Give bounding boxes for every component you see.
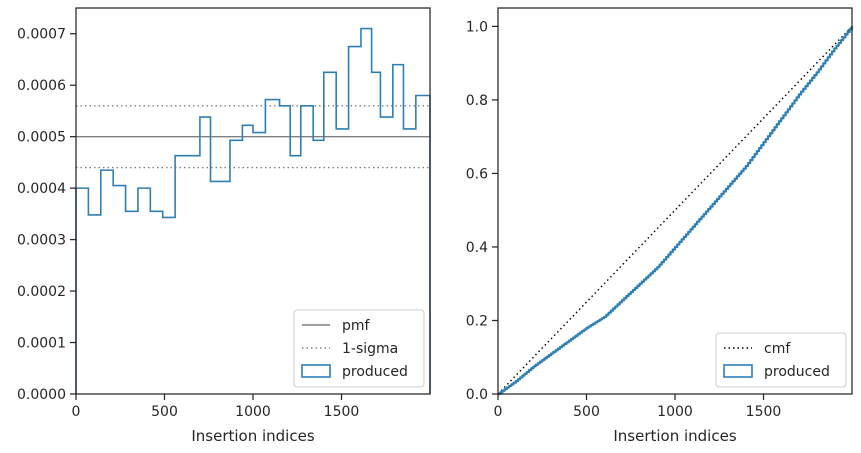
pmf-histogram-chart: 0 500 1000 1500 0.00000.00010.00020.00030.0… bbox=[17, 7, 431, 445]
x-tick-label: 500 bbox=[573, 404, 600, 420]
x-tick-label: 0 bbox=[494, 404, 503, 420]
produced-histogram-outline bbox=[75, 27, 431, 394]
y-tick-label: 0.0006 bbox=[17, 78, 66, 94]
cmf-chart: 0 500 1000 1500 0.0 0.2 0.4 0.6 0.8 1.0 Insertio… bbox=[466, 7, 854, 445]
y-tick-label: 0.0007 bbox=[17, 27, 66, 43]
y-tick-label: 0.8 bbox=[466, 93, 488, 109]
legend-pmf-label: pmf bbox=[342, 318, 371, 334]
produced-cumulative-line bbox=[498, 26, 854, 396]
x-tick-label: 500 bbox=[151, 404, 178, 420]
legend-produced-patch bbox=[301, 364, 331, 378]
pmf-histogram-y-ticks: 0.0000 0.0001 0.0002 0.0003 0.0004 0.0005 0.00… bbox=[17, 27, 76, 403]
cmf-legend: cmf produced bbox=[715, 332, 847, 388]
pmf-histogram-x-ticks: 0 500 1000 1500 bbox=[72, 394, 360, 420]
y-tick-label: 0.0003 bbox=[17, 233, 66, 249]
y-tick-label: 0.0002 bbox=[17, 284, 66, 300]
cmf-legend-box bbox=[715, 332, 847, 388]
legend-produced-label: produced bbox=[342, 364, 408, 380]
legend-1-sigma-label: 1-sigma bbox=[342, 341, 398, 357]
pmf-histogram-marks bbox=[75, 27, 431, 394]
x-tick-label: 1000 bbox=[235, 404, 271, 420]
cmf-x-axis-label: Insertion indices bbox=[613, 427, 736, 445]
cmf-y-ticks: 0.0 0.2 0.4 0.6 0.8 1.0 bbox=[466, 19, 498, 403]
pmf-histogram-legend-box bbox=[293, 309, 425, 388]
pmf-histogram-legend: pmf 1-sigma produced bbox=[293, 309, 425, 388]
y-tick-label: 0.6 bbox=[466, 166, 488, 182]
y-tick-label: 0.0005 bbox=[17, 130, 66, 146]
y-tick-label: 0.4 bbox=[466, 240, 488, 256]
y-tick-label: 1.0 bbox=[466, 19, 488, 35]
y-tick-label: 0.0004 bbox=[17, 181, 66, 197]
x-tick-label: 0 bbox=[72, 404, 81, 420]
x-tick-label: 1500 bbox=[746, 404, 782, 420]
x-tick-label: 1500 bbox=[324, 404, 360, 420]
cmf-x-ticks: 0 500 1000 1500 bbox=[494, 394, 782, 420]
y-tick-label: 0.0001 bbox=[17, 336, 66, 352]
y-tick-label: 0.2 bbox=[466, 313, 488, 329]
y-tick-label: 0.0000 bbox=[17, 387, 66, 403]
legend-produced-label: produced bbox=[764, 364, 830, 380]
legend-cmf-label: cmf bbox=[764, 341, 791, 357]
cmf-marks bbox=[497, 25, 854, 396]
legend-produced-patch bbox=[723, 364, 753, 378]
pmf-histogram-x-axis-label: Insertion indices bbox=[191, 427, 314, 445]
y-tick-label: 0.0 bbox=[466, 387, 488, 403]
x-tick-label: 1000 bbox=[657, 404, 693, 420]
